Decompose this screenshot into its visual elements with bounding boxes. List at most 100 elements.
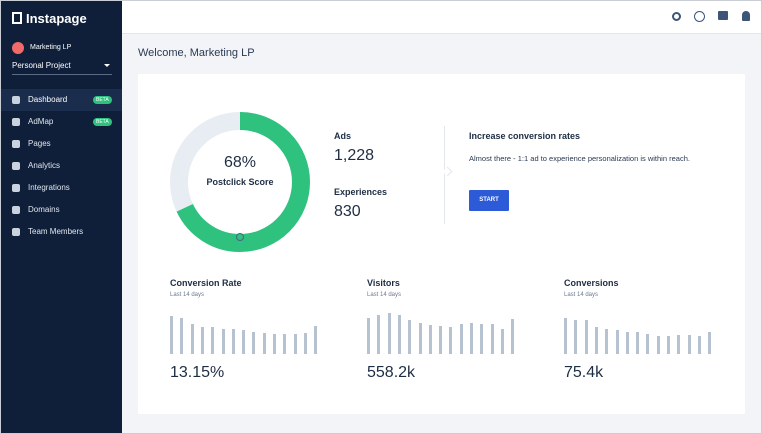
spark-bar — [262, 333, 266, 354]
sparkline — [170, 312, 320, 354]
stat-label: Ads — [334, 131, 352, 141]
start-button[interactable]: START — [469, 190, 509, 211]
spark-bar — [605, 329, 609, 354]
spark-bar — [594, 327, 598, 354]
score-donut — [170, 112, 310, 252]
donut-arc — [170, 112, 310, 252]
spark-bar — [439, 326, 443, 354]
topbar — [122, 1, 761, 34]
metric-value: 13.15% — [170, 364, 225, 381]
spark-bar — [511, 319, 515, 354]
nav-icon — [12, 228, 20, 236]
spark-bar — [367, 318, 370, 354]
nav-badge: BETA — [93, 96, 112, 104]
nav-item[interactable]: Integrations — [1, 177, 122, 199]
spark-bar — [708, 332, 712, 354]
tip-title: Increase conversion rates — [469, 131, 581, 141]
spark-bar — [377, 315, 381, 354]
spark-bar — [449, 327, 453, 354]
spark-bar — [490, 324, 494, 354]
nav-item[interactable]: Team Members — [1, 221, 122, 243]
nav-label: AdMap — [28, 117, 54, 126]
nav-icon — [12, 184, 20, 192]
nav-icon — [12, 118, 20, 126]
metric-period: Last 14 days — [367, 292, 402, 298]
spark-bar — [200, 327, 204, 354]
sidebar: Instapage Marketing LP Personal Project … — [1, 1, 122, 433]
nav-icon — [12, 96, 20, 104]
spark-bar — [459, 324, 463, 354]
spark-bar — [273, 334, 276, 354]
spark-bar — [283, 334, 287, 354]
spark-bar — [574, 320, 578, 354]
nav-label: Team Members — [28, 227, 84, 236]
user-icon[interactable] — [742, 11, 750, 21]
account-name: Marketing LP — [30, 44, 72, 51]
metric-title: Conversions — [564, 278, 619, 288]
spark-bar — [242, 330, 246, 354]
project-name: Personal Project — [12, 61, 71, 70]
spark-bar — [211, 327, 215, 354]
spark-bar — [252, 332, 256, 354]
spark-bar — [667, 336, 670, 354]
spark-bar — [470, 323, 473, 354]
spark-bar — [170, 316, 173, 354]
page-title: Welcome, Marketing LP — [138, 47, 255, 59]
sparkline — [564, 312, 714, 354]
spark-bar — [646, 334, 650, 354]
nav-icon — [12, 162, 20, 170]
spark-bar — [687, 335, 691, 354]
score-caption: Postclick Score — [206, 177, 274, 187]
nav-item[interactable]: Dashboard BETA — [1, 89, 122, 111]
spark-bar — [221, 329, 225, 354]
tip-text: Almost there - 1:1 ad to experience pers… — [469, 154, 690, 163]
nav-label: Pages — [28, 139, 51, 148]
spark-bar — [231, 329, 235, 354]
logo: Instapage — [26, 11, 87, 26]
avatar — [12, 42, 24, 54]
dashboard-card: 68% Postclick Score Ads 1,228 Experience… — [138, 74, 745, 414]
spark-bar — [387, 313, 391, 354]
spark-bar — [397, 315, 401, 354]
spark-bar — [190, 324, 194, 354]
divider — [444, 126, 445, 224]
settings-icon[interactable] — [672, 12, 681, 21]
spark-bar — [677, 335, 681, 354]
nav-item[interactable]: Analytics — [1, 155, 122, 177]
nav-label: Integrations — [28, 183, 70, 192]
stat-label: Experiences — [334, 187, 388, 197]
nav-label: Domains — [28, 205, 60, 214]
metric-period: Last 14 days — [170, 292, 205, 298]
nav-item[interactable]: AdMap BETA — [1, 111, 122, 133]
spark-bar — [303, 333, 307, 354]
spark-bar — [656, 336, 660, 354]
spark-bar — [180, 318, 184, 354]
metric-period: Last 14 days — [564, 292, 599, 298]
spark-bar — [408, 320, 412, 354]
chat-icon[interactable] — [718, 11, 728, 20]
nav-icon — [12, 140, 20, 148]
metric-title: Visitors — [367, 278, 400, 288]
nav-item[interactable]: Pages — [1, 133, 122, 155]
spark-bar — [636, 332, 640, 354]
spark-bar — [500, 329, 504, 354]
dropdown-arrow — [104, 64, 110, 70]
metric-value: 75.4k — [564, 364, 604, 381]
spark-bar — [293, 334, 297, 354]
spark-bar — [584, 320, 588, 354]
nav-label: Analytics — [28, 161, 61, 170]
help-icon[interactable] — [236, 233, 244, 241]
spark-bar — [314, 326, 318, 354]
nav-label: Dashboard — [28, 95, 68, 104]
spark-bar — [697, 336, 701, 354]
project-select[interactable]: Personal Project — [12, 61, 112, 75]
info-icon[interactable] — [694, 11, 705, 22]
spark-bar — [564, 318, 567, 354]
spark-bar — [428, 325, 432, 354]
nav-item[interactable]: Domains — [1, 199, 122, 221]
stat-value: 830 — [334, 203, 361, 220]
spark-bar — [418, 323, 422, 354]
sparkline — [367, 312, 517, 354]
nav-badge: BETA — [93, 118, 112, 126]
